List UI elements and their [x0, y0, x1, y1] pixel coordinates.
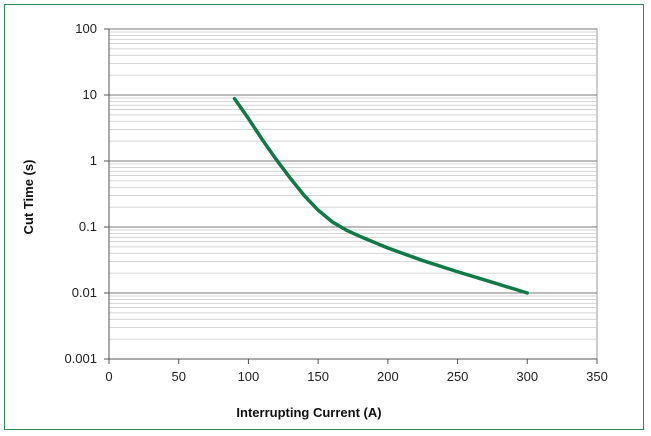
axes — [104, 28, 598, 364]
data-point — [317, 209, 320, 212]
chart-frame: 0 50 100 150 200 250 300 350 0.001 0.01 0.1 1 10 100… — [4, 4, 644, 430]
data-point — [233, 97, 236, 100]
y-axis-title: Cut Time (s) — [21, 160, 36, 235]
data-point — [491, 281, 494, 284]
data-point — [358, 235, 361, 238]
data-point — [421, 259, 424, 262]
x-tick-label: 0 — [105, 369, 112, 384]
plot-area — [108, 28, 598, 360]
x-tick-label: 300 — [516, 369, 538, 384]
y-tick-label: 100 — [75, 21, 97, 36]
series-group — [232, 96, 530, 295]
data-point — [386, 246, 389, 249]
x-tick-label: 150 — [307, 369, 329, 384]
series-line — [232, 96, 530, 295]
data-point — [261, 138, 264, 141]
x-tick-labels: 0 50 100 150 200 250 300 350 — [105, 369, 607, 384]
x-tick-label: 100 — [238, 369, 260, 384]
x-tick-label: 350 — [586, 369, 608, 384]
cut-time-chart: 0 50 100 150 200 250 300 350 0.001 0.01 0.1 1 10 100… — [21, 21, 608, 420]
y-tick-label: 10 — [83, 87, 97, 102]
y-tick-label: 1 — [90, 153, 97, 168]
y-tick-label: 0.01 — [72, 285, 97, 300]
x-tick-label: 50 — [171, 369, 185, 384]
x-axis-title: Interrupting Current (A) — [236, 405, 381, 420]
y-tick-label: 0.001 — [64, 351, 97, 366]
x-tick-label: 200 — [377, 369, 399, 384]
data-point — [275, 158, 278, 161]
data-point — [289, 177, 292, 180]
data-point — [247, 117, 250, 120]
y-tick-labels: 0.001 0.01 0.1 1 10 100 — [64, 21, 97, 366]
data-point — [344, 228, 347, 231]
grid — [108, 28, 598, 360]
data-point — [526, 291, 529, 294]
data-point — [456, 270, 459, 273]
data-point — [330, 220, 333, 223]
x-tick-label: 250 — [447, 369, 469, 384]
data-point — [303, 194, 306, 197]
y-tick-label: 0.1 — [79, 219, 97, 234]
